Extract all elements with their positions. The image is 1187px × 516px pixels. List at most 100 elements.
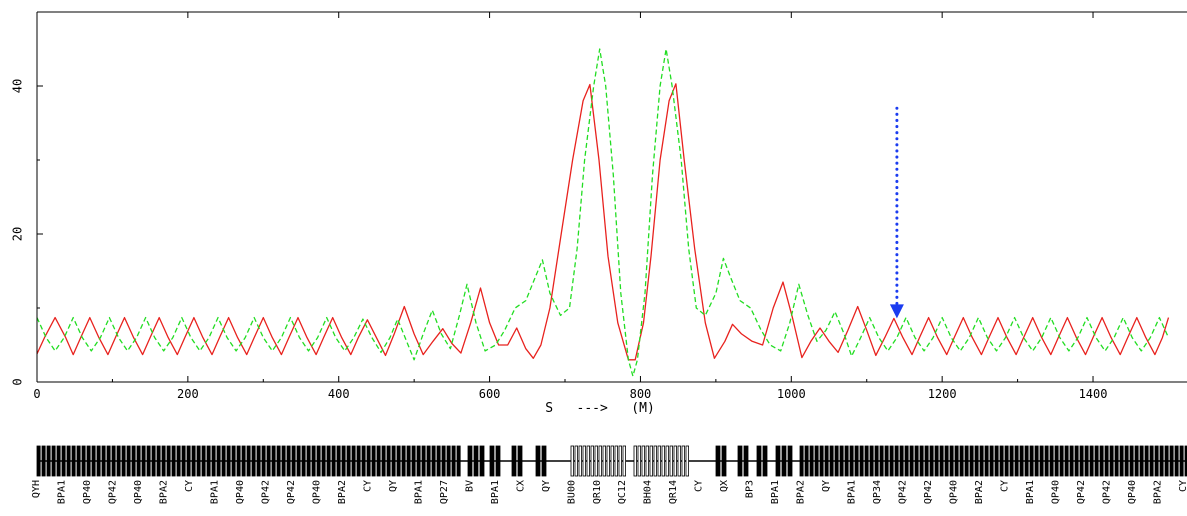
lattice-magnet	[1129, 445, 1134, 477]
lattice-magnet	[622, 445, 626, 477]
lattice-element-label: BPA2	[974, 480, 985, 504]
lattice-magnet	[944, 445, 949, 477]
lattice-magnet	[321, 445, 326, 477]
lattice-element-label: CY	[184, 480, 195, 492]
lattice-element-label: QYH	[31, 480, 42, 498]
lattice-magnet	[849, 445, 854, 477]
lattice-magnet	[610, 445, 614, 477]
lattice-magnet	[919, 445, 924, 477]
lattice-magnet	[949, 445, 954, 477]
lattice-magnet	[1014, 445, 1019, 477]
lattice-magnet	[421, 445, 426, 477]
lattice-magnet	[1044, 445, 1049, 477]
lattice-magnet	[151, 445, 156, 477]
lattice-magnet	[346, 445, 351, 477]
lattice-magnet	[436, 445, 441, 477]
lattice-magnet	[864, 445, 869, 477]
lattice-magnet	[939, 445, 944, 477]
lattice-magnet	[411, 445, 416, 477]
lattice-magnet	[431, 445, 436, 477]
annotation-arrow	[889, 106, 904, 319]
lattice-magnet	[351, 445, 356, 477]
x-axis-title: S ---> (M)	[545, 401, 655, 416]
lattice-magnet	[590, 445, 594, 477]
lattice-magnet	[685, 445, 689, 477]
lattice-magnet	[964, 445, 969, 477]
lattice-element-label: BPA2	[158, 480, 169, 504]
lattice-magnet	[221, 445, 226, 477]
lattice-magnet	[171, 445, 176, 477]
lattice-magnet	[121, 445, 126, 477]
lattice-element-label: QP42	[286, 480, 297, 504]
lattice-magnet	[266, 445, 271, 477]
lattice-magnet	[356, 445, 361, 477]
lattice-magnet	[594, 445, 598, 477]
lattice-magnet	[246, 445, 251, 477]
lattice-magnet	[598, 445, 602, 477]
lattice-element-label: BPA2	[337, 480, 348, 504]
lattice-magnet	[236, 445, 241, 477]
lattice-magnet	[541, 445, 547, 477]
lattice-element-label: QP40	[1051, 480, 1062, 504]
lattice-magnet	[396, 445, 401, 477]
lattice-magnet	[495, 445, 501, 477]
lattice-magnet	[677, 445, 681, 477]
lattice-element-label: BPA2	[1153, 480, 1164, 504]
lattice-magnet	[673, 445, 677, 477]
lattice-magnet	[934, 445, 939, 477]
lattice-magnet	[665, 445, 669, 477]
lattice-magnet	[1114, 445, 1119, 477]
lattice-magnet	[51, 445, 56, 477]
lattice-magnet	[606, 445, 610, 477]
lattice-element-label: BPA2	[796, 480, 807, 504]
lattice-magnet	[386, 445, 391, 477]
lattice-magnet	[1154, 445, 1159, 477]
lattice-magnet	[1124, 445, 1129, 477]
lattice-magnet	[61, 445, 66, 477]
lattice-magnet	[131, 445, 136, 477]
x-ticks: 0 200 400 600 800 1000 1200 1400	[33, 12, 1107, 401]
lattice-magnet	[715, 445, 721, 477]
lattice-magnet	[914, 445, 919, 477]
lattice-magnet	[737, 445, 743, 477]
lattice-magnet	[56, 445, 61, 477]
lattice-magnet	[336, 445, 341, 477]
lattice-magnet	[1049, 445, 1054, 477]
lattice-element-label: QP40	[82, 480, 93, 504]
lattice-magnet	[994, 445, 999, 477]
lattice-magnet	[366, 445, 371, 477]
lattice-magnet	[176, 445, 181, 477]
axes	[36, 11, 1187, 383]
lattice-magnet	[276, 445, 281, 477]
lattice-magnet	[657, 445, 661, 477]
lattice-element-label: BPA1	[413, 480, 424, 504]
lattice-magnet	[211, 445, 216, 477]
lattice-magnet	[136, 445, 141, 477]
lattice-magnet	[854, 445, 859, 477]
lattice-magnet	[929, 445, 934, 477]
lattice-magnet	[1029, 445, 1034, 477]
lattice-magnet	[1009, 445, 1014, 477]
lattice-magnet	[441, 445, 446, 477]
lattice-magnet	[924, 445, 929, 477]
lattice-magnet	[899, 445, 904, 477]
x-tick-label: 200	[177, 387, 199, 401]
lattice-element-label: QP40	[949, 480, 960, 504]
lattice-magnet	[326, 445, 331, 477]
lattice-magnet	[361, 445, 366, 477]
lattice-element-label: CX	[515, 480, 526, 492]
lattice-magnet	[809, 445, 814, 477]
lattice-element-label: BU00	[566, 480, 577, 504]
lattice-magnet	[859, 445, 864, 477]
y-tick-label: 40	[11, 79, 25, 93]
lattice-element-label: QP42	[898, 480, 909, 504]
lattice-magnet	[721, 445, 727, 477]
lattice-magnet	[517, 445, 523, 477]
lattice-magnet	[166, 445, 171, 477]
lattice-magnet	[618, 445, 622, 477]
lattice-element-label: QC12	[617, 480, 628, 504]
lattice-magnet	[111, 445, 116, 477]
lattice-magnet	[1089, 445, 1094, 477]
lattice-magnet	[301, 445, 306, 477]
lattice-magnet	[446, 445, 451, 477]
